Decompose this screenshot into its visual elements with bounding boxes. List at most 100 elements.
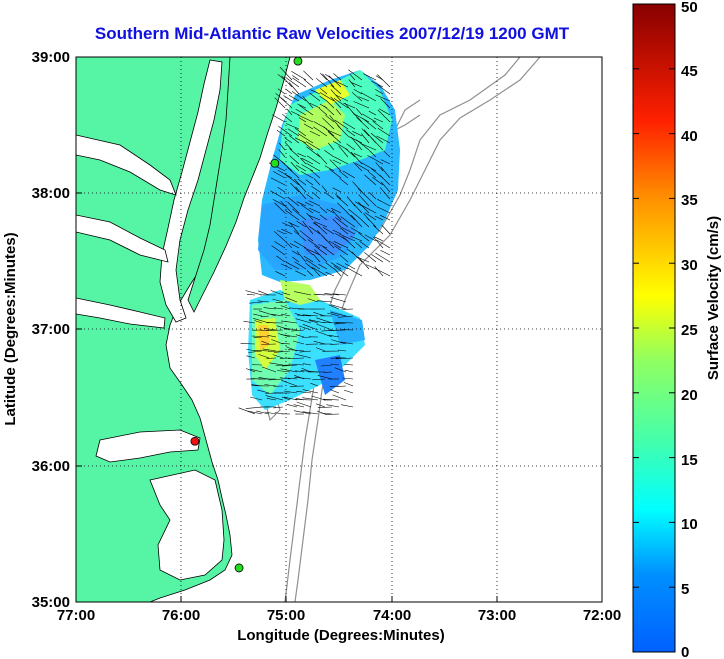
colorbar-tick-label: 25 — [681, 322, 698, 339]
velocity-arrow — [317, 375, 333, 380]
velocity-arrow — [335, 94, 349, 102]
colorbar-tick-label: 40 — [681, 128, 698, 145]
velocity-arrow — [348, 136, 363, 144]
velocity-arrow — [314, 221, 328, 228]
velocity-arrow — [344, 147, 356, 158]
velocity-arrow — [353, 113, 370, 123]
velocity-arrow — [327, 131, 342, 144]
velocity-arrow — [383, 150, 391, 158]
velocity-arrow — [374, 266, 384, 277]
velocity-arrow — [280, 334, 298, 338]
velocity-arrow — [249, 396, 263, 401]
velocity-arrow — [277, 230, 286, 235]
velocity-arrow — [332, 218, 342, 228]
colorbar-tick-label: 10 — [681, 516, 698, 533]
velocity-arrow — [291, 329, 305, 332]
velocity-arrow — [280, 200, 293, 214]
station-marker — [234, 563, 244, 573]
velocity-arrow — [379, 214, 391, 221]
velocity-arrow — [334, 245, 349, 256]
velocity-arrow — [319, 92, 335, 102]
velocity-arrow — [307, 298, 319, 303]
velocity-arrow — [359, 240, 370, 249]
velocity-arrow — [274, 97, 286, 109]
velocity-arrow — [332, 159, 342, 165]
velocity-arrow — [348, 79, 356, 88]
velocity-arrow — [278, 149, 286, 158]
velocity-arrow — [299, 350, 312, 353]
velocity-arrow — [330, 311, 347, 317]
velocity-arrow — [325, 114, 335, 123]
velocity-arrow — [332, 394, 347, 401]
velocity-arrow — [305, 259, 321, 270]
velocity-arrow — [323, 126, 335, 137]
velocity-arrow — [316, 317, 333, 324]
velocity-arrow — [328, 240, 342, 249]
colorbar-tick-label: 35 — [681, 192, 698, 209]
velocity-arrow — [283, 390, 298, 394]
colorbar-tick-label: 30 — [681, 257, 698, 274]
velocity-arrow — [302, 397, 319, 401]
velocity-arrow — [285, 241, 293, 249]
velocity-arrow — [342, 121, 356, 130]
velocity-arrow — [294, 291, 312, 296]
velocity-arrow — [297, 178, 307, 186]
velocity-arrow — [380, 250, 391, 256]
x-tick-label: 72:00 — [583, 607, 621, 624]
velocity-arrow — [357, 201, 370, 214]
velocity-arrow — [313, 340, 326, 345]
velocity-arrow — [353, 101, 370, 109]
velocity-arrow — [360, 204, 377, 214]
velocity-arrow — [350, 82, 363, 88]
velocity-arrow — [326, 100, 335, 109]
velocity-arrow — [322, 398, 340, 401]
velocity-arrow — [283, 327, 298, 331]
chesapeake-bay — [159, 59, 223, 323]
velocity-arrow — [334, 156, 349, 165]
velocity-arrow — [289, 155, 300, 165]
velocity-arrow — [372, 177, 384, 186]
velocity-arrow — [374, 268, 391, 277]
velocity-arrow — [300, 171, 314, 179]
velocity-arrow — [296, 201, 307, 207]
velocity-arrow — [295, 399, 312, 401]
velocity-arrow — [291, 91, 307, 102]
velocity-arrow — [270, 177, 286, 186]
velocity-arrow — [303, 70, 314, 81]
velocity-arrow — [296, 401, 312, 408]
velocity-arrow — [299, 105, 314, 116]
velocity-arrow — [287, 167, 300, 179]
velocity-arrow — [361, 113, 377, 123]
velocity-arrow — [370, 136, 384, 151]
velocity-arrow — [289, 222, 300, 235]
velocity-arrow — [329, 159, 342, 172]
velocity-arrow — [302, 96, 314, 109]
velocity-arrow — [336, 195, 349, 207]
velocity-arrow — [295, 370, 305, 373]
velocity-arrow — [296, 391, 312, 394]
y-tick-label: 37:00 — [32, 321, 70, 338]
velocity-arrow — [329, 168, 342, 179]
velocity-arrow — [249, 301, 263, 304]
velocity-arrow — [333, 73, 342, 81]
velocity-arrow — [265, 395, 284, 401]
velocity-arrow — [273, 350, 291, 353]
velocity-arrow — [378, 108, 391, 116]
velocity-arrow — [356, 256, 370, 263]
velocity-arrow — [270, 190, 286, 200]
velocity-arrow — [324, 191, 335, 200]
y-tick-label: 36:00 — [32, 458, 70, 475]
velocity-arrow — [331, 209, 342, 221]
velocity-arrow — [332, 293, 347, 296]
velocity-arrow — [260, 315, 270, 318]
velocity-arrow — [297, 133, 314, 144]
y-tick-label: 39:00 — [32, 49, 70, 66]
velocity-arrow — [299, 230, 314, 242]
velocity-arrow — [335, 217, 349, 228]
velocity-arrow — [308, 320, 319, 324]
velocity-arrow — [280, 263, 293, 270]
velocity-arrow — [295, 108, 307, 116]
velocity-arrow — [352, 131, 363, 137]
x-tick-label: 75:00 — [267, 607, 305, 624]
velocity-arrow — [296, 220, 307, 228]
